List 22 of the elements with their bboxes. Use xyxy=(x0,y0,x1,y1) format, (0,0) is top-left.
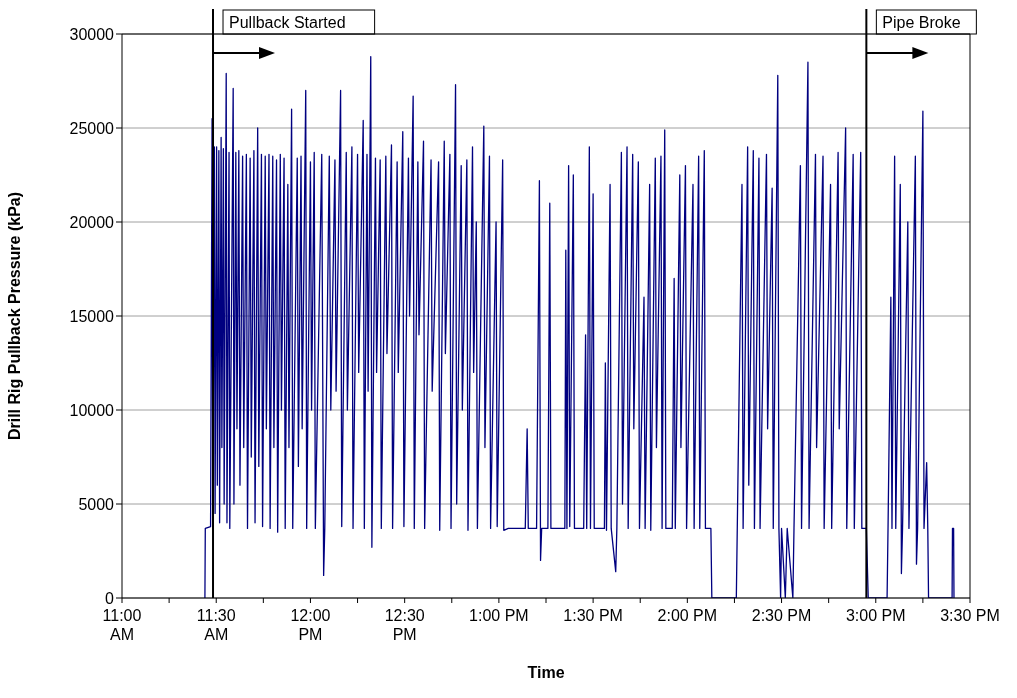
x-tick-label: 11:30 AM xyxy=(196,607,236,643)
x-tick-label: 12:00 PM xyxy=(290,607,331,643)
y-tick-label: 30000 xyxy=(69,25,115,43)
x-tick-label: 12:30 PM xyxy=(384,607,425,643)
x-tick-label: 1:30 PM xyxy=(563,607,623,624)
x-axis-title: Time xyxy=(527,664,565,681)
y-tick-label: 0 xyxy=(105,589,115,607)
y-tick-label: 20000 xyxy=(69,213,115,231)
ref-line-label: Pullback Started xyxy=(229,14,346,31)
y-tick-label: 5000 xyxy=(78,495,115,513)
y-tick-label: 15000 xyxy=(69,307,115,325)
x-tick-label: 11:00 AM xyxy=(102,607,142,643)
line-series xyxy=(204,55,955,598)
x-tick-label: 3:30 PM xyxy=(940,607,1000,624)
x-tick-label: 1:00 PM xyxy=(469,607,529,624)
x-tick-label: 2:30 PM xyxy=(751,607,812,624)
y-axis-title: Drill Rig Pullback Pressure (kPa) xyxy=(5,191,23,441)
y-tick-label: 25000 xyxy=(69,119,115,137)
y-tick-label: 10000 xyxy=(69,401,115,419)
ref-line-label: Pipe Broke xyxy=(882,14,961,31)
x-tick-label: 2:00 PM xyxy=(657,607,718,624)
x-tick-label: 3:00 PM xyxy=(845,607,906,624)
